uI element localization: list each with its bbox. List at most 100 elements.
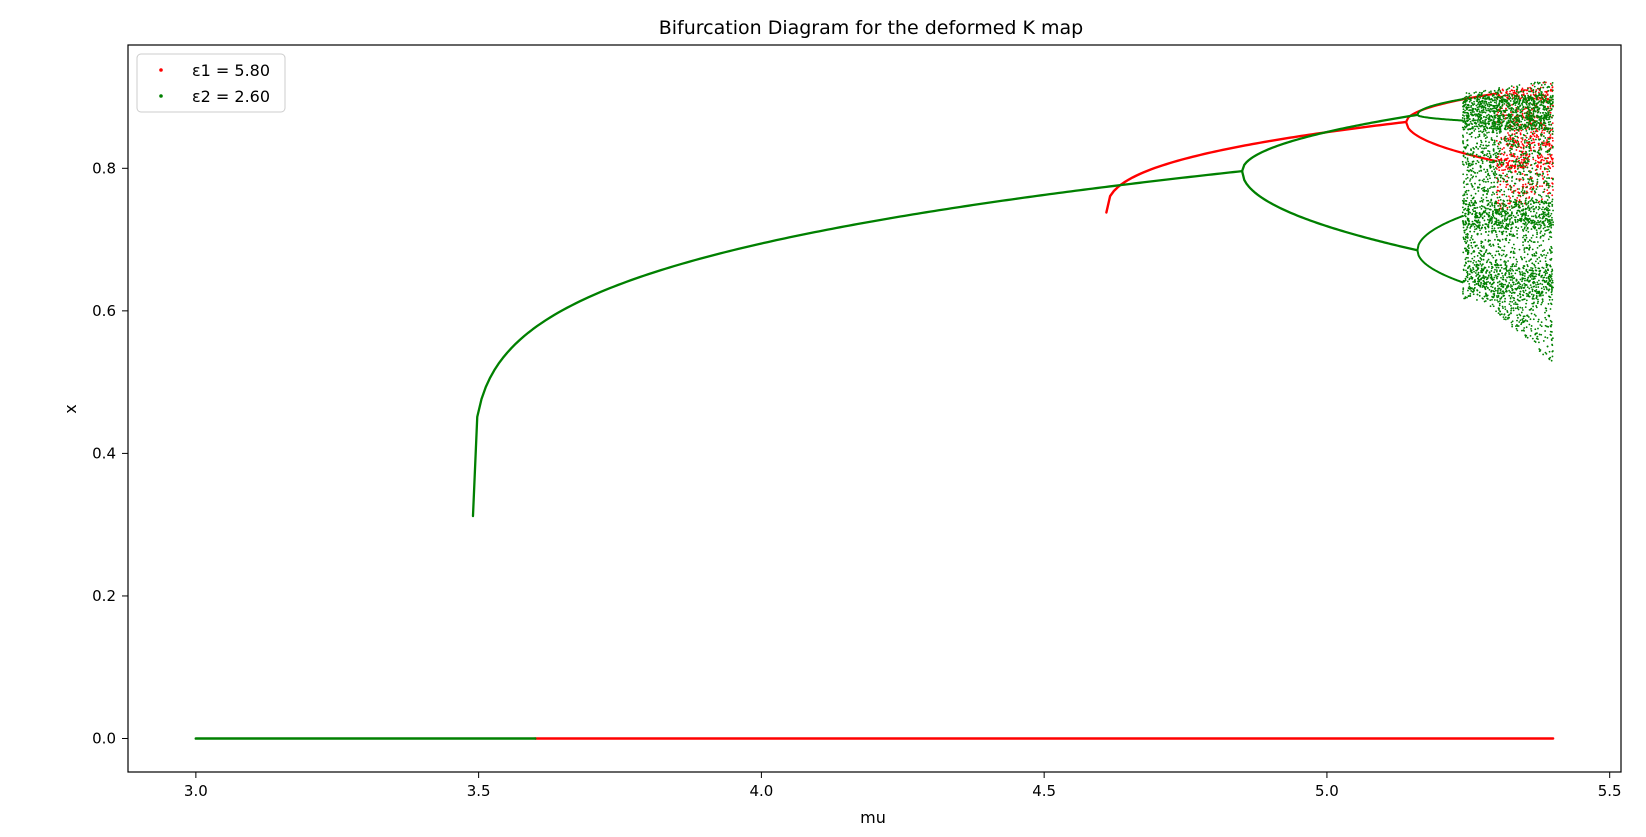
series-2-chaotic-scatter-point [1469,292,1472,295]
series-2-chaotic-scatter-point [1482,180,1485,183]
series-2-chaotic-scatter-point [1490,217,1493,220]
series-2-chaotic-scatter-point [1465,178,1468,180]
series-2-chaotic-scatter-point [1507,170,1510,173]
series-2-chaotic-scatter-point [1461,134,1464,137]
series-2-chaotic-scatter-point [1481,124,1484,127]
series-2-chaotic-scatter-point [1536,81,1539,84]
series-2-chaotic-scatter-point [1512,281,1514,284]
series-2-chaotic-scatter-point [1543,181,1546,184]
series-2-chaotic-scatter-point [1477,161,1480,164]
series-2-chaotic-scatter-point [1497,264,1500,267]
series-2-chaotic-scatter-point [1473,100,1475,103]
series-2-chaotic-scatter-point [1499,246,1502,249]
series-2-chaotic-scatter-point [1545,202,1548,205]
series-2-chaotic-scatter-point [1522,209,1524,212]
series-2-chaotic-scatter-point [1462,220,1464,222]
series-2-chaotic-scatter-point [1479,111,1481,114]
series-1-chaotic-scatter-point [1542,144,1545,147]
series-2-chaotic-scatter-point [1509,297,1512,300]
series-2-chaotic-scatter-point [1503,151,1506,154]
series-2-chaotic-scatter-point [1488,288,1491,291]
series-2-chaotic-scatter-point [1472,104,1475,106]
series-2-chaotic-scatter-point [1493,264,1496,266]
series-1-chaotic-scatter-point [1530,149,1533,152]
series-2-chaotic-scatter-point [1495,202,1498,205]
series-1-chaotic-scatter-point [1510,111,1512,114]
series-2-chaotic-scatter-point [1524,335,1527,338]
series-2-chaotic-scatter-point [1480,103,1482,106]
series-2-chaotic-scatter-point [1462,173,1465,176]
series-1-chaotic-scatter-point [1550,177,1553,180]
series-2-chaotic-scatter-point [1476,114,1479,117]
series-2-chaotic-scatter-point [1536,258,1539,260]
series-1-chaotic-scatter-point [1525,190,1528,193]
series-2-chaotic-scatter-point [1543,224,1546,227]
x-tick-label: 5.0 [1315,782,1339,800]
series-2-chaotic-scatter-point [1528,323,1531,326]
series-2-chaotic-scatter-point [1519,314,1522,317]
series-2-chaotic-scatter-point [1476,98,1478,101]
series-2-chaotic-scatter-point [1526,270,1529,273]
series-2-chaotic-scatter-point [1501,238,1504,241]
series-2-chaotic-scatter-point [1476,186,1479,189]
series-2-chaotic-scatter-point [1528,90,1530,93]
series-2-chaotic-scatter-point [1467,256,1469,259]
series-2-chaotic-scatter-point [1470,104,1473,107]
series-2-chaotic-scatter-point [1471,114,1474,116]
series-2-chaotic-scatter-point [1530,293,1533,296]
series-2-chaotic-scatter-point [1493,227,1496,230]
series-2-chaotic-scatter-point [1510,265,1512,268]
series-2-chaotic-scatter-point [1511,148,1513,151]
series-2-chaotic-scatter-point [1548,215,1550,218]
series-2-chaotic-scatter-point [1528,143,1530,146]
series-2-chaotic-scatter-point [1508,282,1511,284]
series-2-chaotic-scatter-point [1500,189,1503,191]
series-2-chaotic-scatter-point [1466,249,1469,252]
series-2-chaotic-scatter-point [1474,216,1477,219]
series-2-chaotic-scatter-point [1532,88,1535,91]
series-2-chaotic-scatter-point [1515,88,1518,91]
series-2-chaotic-scatter-point [1548,101,1551,104]
series-2-chaotic-scatter-point [1489,110,1492,113]
series-2-chaotic-scatter-point [1524,160,1527,162]
series-2-chaotic-scatter-point [1533,107,1536,110]
series-2-chaotic-scatter-point [1509,124,1512,127]
series-2-chaotic-scatter-point [1501,207,1504,209]
series-2-chaotic-scatter-point [1502,161,1504,164]
series-2-chaotic-scatter-point [1541,217,1544,220]
series-2-chaotic-scatter-point [1487,172,1490,175]
series-2-chaotic-scatter-point [1467,117,1470,119]
series-2-chaotic-scatter-point [1514,116,1517,119]
series-2-chaotic-scatter-point [1522,178,1525,181]
series-2-chaotic-scatter-point [1473,125,1476,128]
series-2-chaotic-scatter-point [1508,142,1511,145]
series-2-chaotic-scatter-point [1526,161,1528,164]
series-2-chaotic-scatter-point [1477,155,1480,158]
series-2-chaotic-scatter-point [1465,92,1468,94]
series-2-chaotic-scatter-point [1551,95,1554,98]
series-2-chaotic-scatter-point [1501,121,1504,124]
series-2-chaotic-scatter-point [1487,252,1489,255]
series-1-chaotic-scatter-point [1522,150,1524,153]
series-2-chaotic-scatter-point [1486,105,1489,107]
series-2-chaotic-scatter-point [1495,191,1498,194]
series-2-chaotic-scatter-point [1468,109,1470,112]
series-2-chaotic-scatter-point [1527,214,1530,217]
series-2-chaotic-scatter-point [1477,123,1480,126]
series-2-chaotic-scatter-point [1513,299,1515,302]
series-1-chaotic-scatter-point [1513,133,1516,136]
series-1-chaotic-scatter-point [1518,199,1521,201]
series-1-chaotic-scatter-point [1518,192,1521,194]
series-2-chaotic-scatter-point [1505,230,1508,233]
series-2-chaotic-scatter-point [1515,100,1518,103]
series-2-chaotic-scatter-point [1544,112,1547,114]
series-2-chaotic-scatter-point [1547,184,1550,187]
series-2-chaotic-scatter-point [1491,282,1494,285]
series-2-chaotic-scatter-point [1509,284,1512,286]
series-2-chaotic-scatter-point [1536,183,1538,186]
series-2-chaotic-scatter-point [1497,115,1500,118]
series-2-chaotic-scatter-point [1539,294,1541,297]
series-2-chaotic-scatter-point [1511,207,1513,210]
series-2-chaotic-scatter-point [1486,199,1488,202]
series-2-chaotic-scatter-point [1551,219,1554,221]
